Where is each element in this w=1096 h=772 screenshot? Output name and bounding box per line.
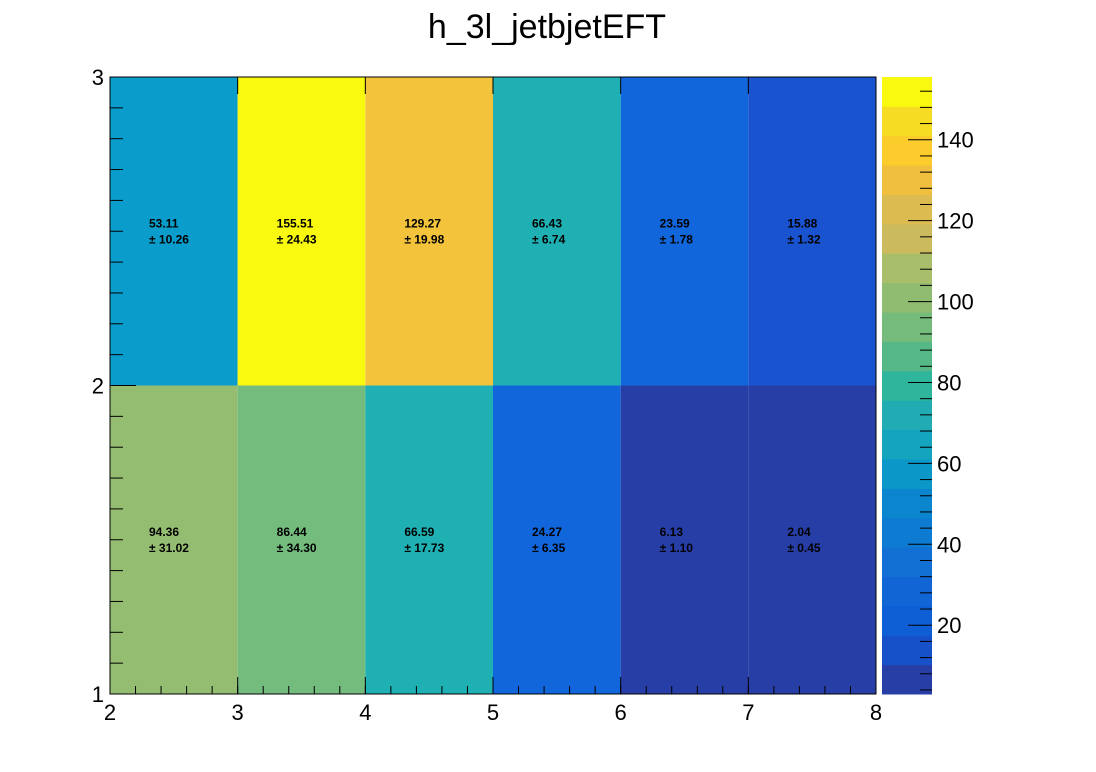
cell-value-label: 15.88 [787,216,817,230]
cell-labels: 94.36 ± 31.02 86.44 ± 34.30 66.59 ± 17.73 24.2… [149,216,821,555]
heatmap-cells [110,77,876,694]
colorbar-swatch [882,429,932,460]
cell-value-label: 24.27 [532,525,562,539]
cell-error-label: ± 1.78 [660,232,694,246]
colorbar-tick-label: 60 [937,451,961,476]
cell-value-label: 2.04 [787,525,811,539]
x-tick-label: 7 [742,700,754,725]
cell-error-label: ± 1.10 [660,541,694,555]
colorbar-tick-label: 100 [937,290,974,315]
cell-value-label: 94.36 [149,525,179,539]
cell-value-label: 86.44 [277,525,307,539]
cell-error-label: ± 6.35 [532,541,566,555]
colorbar-swatch [882,77,932,107]
colorbar-swatch [882,223,932,254]
color-scale: 20 40 60 80 100 120 140 [882,77,974,695]
colorbar-swatch [882,194,932,225]
colorbar-tick-label: 140 [937,128,974,153]
cell-value-label: 53.11 [149,216,179,230]
colorbar-swatch [882,605,932,636]
cell-error-label: ± 17.73 [404,541,444,555]
colorbar-swatch [882,253,932,284]
x-tick-label: 3 [232,700,244,725]
colorbar-tick-label: 20 [937,613,961,638]
cell-value-label: 23.59 [660,216,690,230]
colorbar-swatch [882,488,932,519]
heatmap-cell [365,385,493,694]
colorbar-swatch [882,458,932,489]
colorbar-swatch [882,635,932,666]
heatmap-cell [493,77,621,386]
colorbar-tick-label: 120 [937,209,974,234]
cell-error-label: ± 24.43 [277,232,317,246]
cell-error-label: ± 6.74 [532,232,566,246]
colorbar-swatch [882,135,932,166]
colorbar-swatch [882,282,932,313]
heatmap-cell [110,385,238,694]
cell-value-label: 6.13 [660,525,684,539]
heatmap-cell [748,77,876,386]
colorbar-tick-label: 80 [937,370,961,395]
heatmap-cell [748,385,876,694]
cell-error-label: ± 1.32 [787,232,821,246]
colorbar-swatch [882,341,932,372]
y-tick-label: 1 [92,682,104,707]
colorbar-swatch [882,370,932,401]
x-tick-label: 5 [487,700,499,725]
cell-error-label: ± 19.98 [404,232,444,246]
x-tick-label: 6 [615,700,627,725]
heatmap-cell [365,77,493,386]
colorbar-swatch [882,517,932,548]
cell-error-label: ± 31.02 [149,541,189,555]
x-tick-label: 4 [359,700,371,725]
colorbar-swatch [882,576,932,607]
heatmap-cell [493,385,621,694]
heatmap-cell [110,77,238,386]
heatmap-cell [620,77,749,386]
cell-error-label: ± 34.30 [277,541,317,555]
cell-value-label: 129.27 [404,216,441,230]
colorbar-swatch [882,547,932,577]
colorbar-swatch [882,312,932,342]
colorbar-tick-label: 40 [937,532,961,557]
cell-error-label: ± 10.26 [149,232,189,246]
heatmap-cell [237,77,366,386]
heatmap-cell [620,385,749,694]
cell-value-label: 155.51 [277,216,314,230]
y-tick-label: 2 [92,374,104,399]
x-tick-label: 2 [104,700,116,725]
colorbar-swatch [882,106,932,137]
x-tick-label: 8 [870,700,882,725]
cell-error-label: ± 0.45 [787,541,821,555]
cell-value-label: 66.43 [532,216,562,230]
colorbar-swatch [882,165,932,196]
cell-value-label: 66.59 [404,525,434,539]
heatmap-cell [237,385,366,694]
y-tick-label: 3 [92,65,104,90]
chart-title: h_3l_jetbjetEFT [428,8,666,46]
